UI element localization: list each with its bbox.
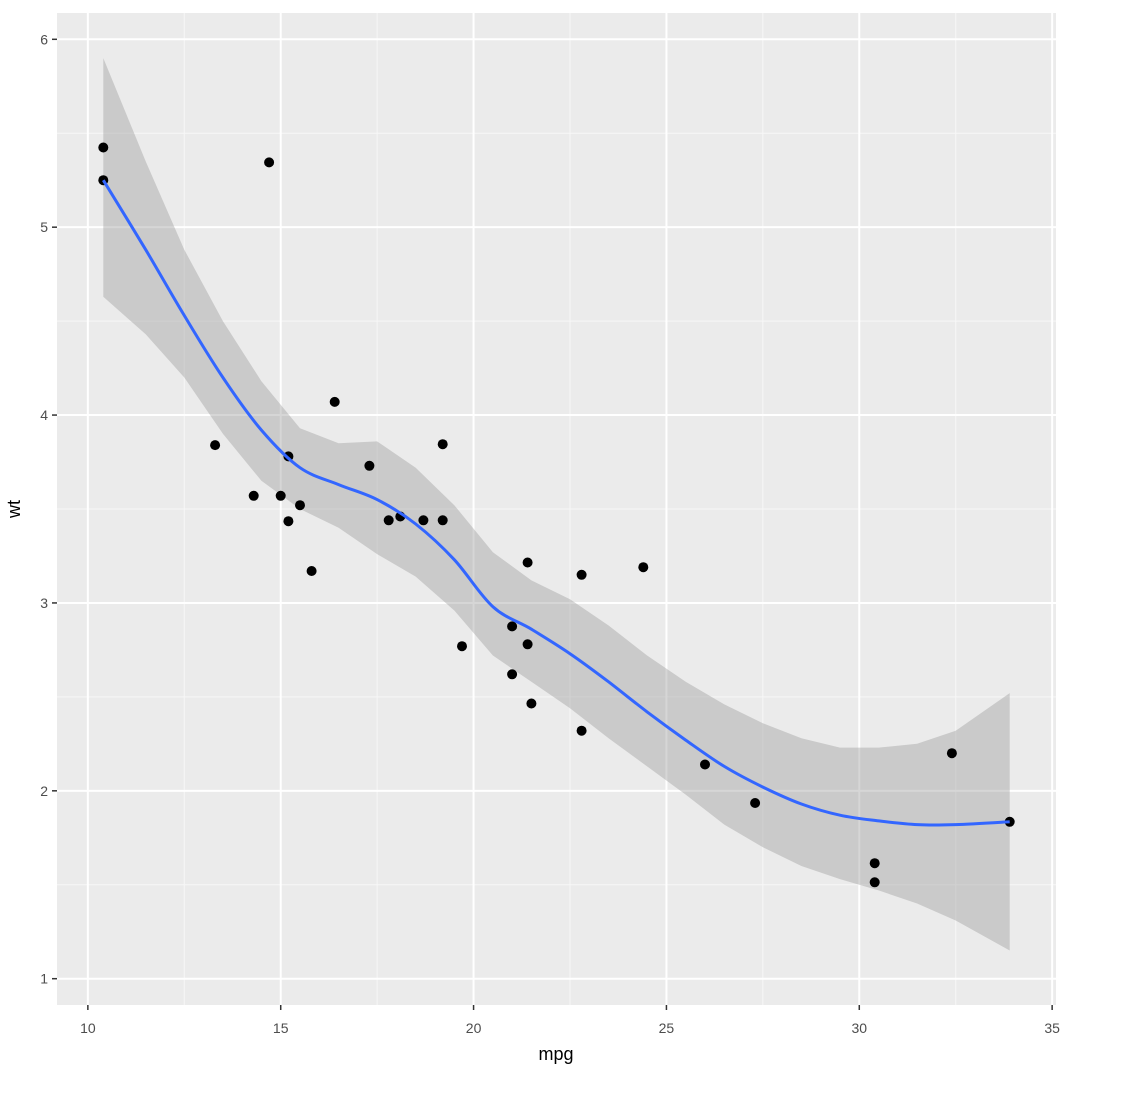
data-point: [946, 748, 957, 759]
data-point: [576, 569, 587, 580]
x-tick-label: 30: [851, 1020, 867, 1036]
data-point: [526, 698, 537, 709]
y-axis-title: wt: [4, 500, 24, 519]
data-point: [306, 566, 317, 576]
major-gridlines: [57, 13, 1056, 1005]
data-point: [750, 798, 761, 808]
y-tick-label: 4: [40, 407, 48, 423]
y-tick-label: 2: [40, 783, 48, 799]
data-point: [383, 515, 394, 526]
y-tick-label: 1: [40, 971, 48, 987]
x-tick-label: 10: [80, 1020, 96, 1036]
confidence-band: [103, 58, 1010, 951]
data-point: [576, 725, 587, 736]
y-axis: 1 2 3 4 5 6: [40, 31, 57, 987]
x-tick-label: 20: [466, 1020, 482, 1036]
y-tick-label: 6: [40, 31, 48, 47]
x-tick-label: 15: [273, 1020, 289, 1036]
x-tick-label: 35: [1044, 1020, 1060, 1036]
data-point: [522, 639, 533, 650]
data-point: [264, 157, 275, 168]
data-point: [364, 460, 375, 471]
data-point: [437, 515, 448, 526]
data-point: [295, 500, 305, 511]
data-point: [638, 562, 649, 573]
x-tick-label: 25: [659, 1020, 675, 1036]
data-point: [869, 877, 880, 888]
data-point: [457, 641, 467, 652]
x-axis: 10 15 20 25 30 35: [80, 1005, 1060, 1036]
data-point: [98, 142, 109, 153]
data-point: [418, 515, 429, 526]
data-point: [437, 439, 448, 450]
minor-gridlines: [57, 13, 1056, 1005]
data-point: [869, 858, 880, 869]
data-point: [210, 440, 221, 451]
data-point: [283, 516, 294, 527]
data-point: [329, 396, 340, 407]
data-point: [507, 621, 518, 632]
data-point: [275, 490, 286, 501]
data-point: [700, 759, 710, 770]
data-point: [248, 490, 259, 501]
data-point: [522, 557, 533, 568]
smooth-line: [102, 179, 1010, 827]
x-axis-title: mpg: [538, 1044, 573, 1064]
y-tick-label: 5: [40, 219, 48, 235]
y-tick-label: 3: [40, 595, 48, 611]
data-point: [507, 669, 518, 680]
